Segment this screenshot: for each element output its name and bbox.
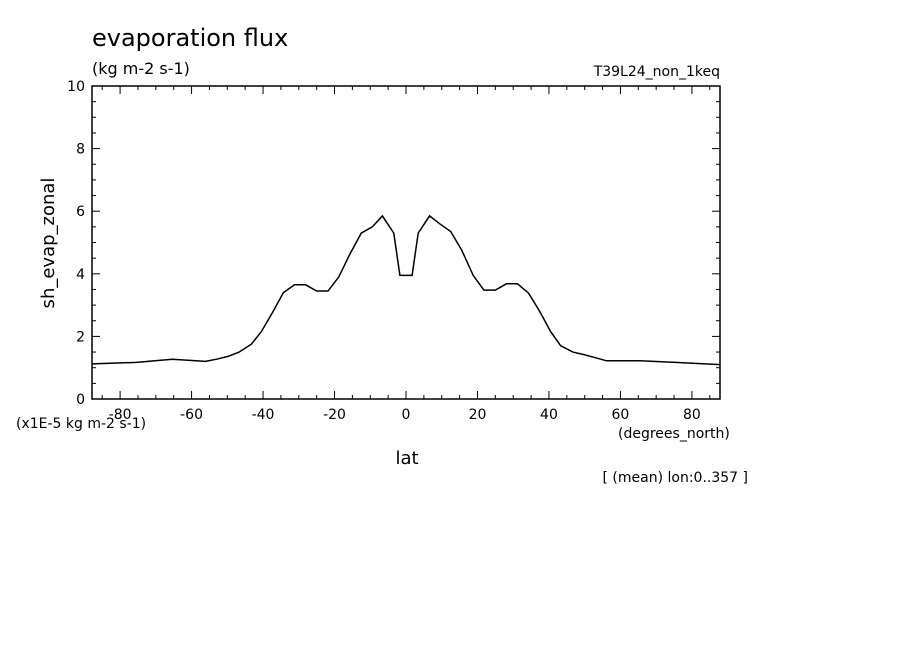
y-tick-label: 0 (76, 392, 85, 408)
x-tick-label: 20 (469, 407, 487, 423)
x-tick-label: -40 (252, 407, 275, 423)
y-axis-label: sh_evap_zonal (38, 178, 59, 309)
x-tick-label: -20 (323, 407, 346, 423)
x-tick-label: -80 (109, 407, 132, 423)
run-label: T39L24_non_1keq (593, 64, 720, 80)
ticks (92, 85, 720, 400)
chart-subtitle-units: (kg m-2 s-1) (92, 59, 190, 78)
footnote: [ (mean) lon:0..357 ] (603, 470, 748, 486)
y-scale-note: (x1E-5 kg m-2 s-1) (16, 416, 146, 432)
tick-labels: -80 -60 -40 -20 0 20 40 60 80 0 2 4 6 8 10 (67, 79, 701, 423)
x-tick-label: 80 (683, 407, 701, 423)
chart-title: evaporation flux (92, 24, 288, 52)
axes (91, 85, 721, 400)
y-tick-label: 6 (76, 204, 85, 220)
y-tick-label: 4 (76, 267, 85, 283)
x-tick-label: -60 (180, 407, 203, 423)
plot-frame (91, 85, 721, 400)
x-tick-label: 40 (540, 407, 558, 423)
y-tick-label: 2 (76, 329, 85, 345)
x-tick-label: 60 (612, 407, 630, 423)
y-tick-label: 10 (67, 79, 85, 95)
x-tick-label: 0 (402, 407, 411, 423)
x-axis-label: lat (395, 448, 418, 469)
y-tick-label: 8 (76, 142, 85, 158)
x-axis-units: (degrees_north) (618, 426, 730, 442)
series-line (91, 214, 721, 366)
